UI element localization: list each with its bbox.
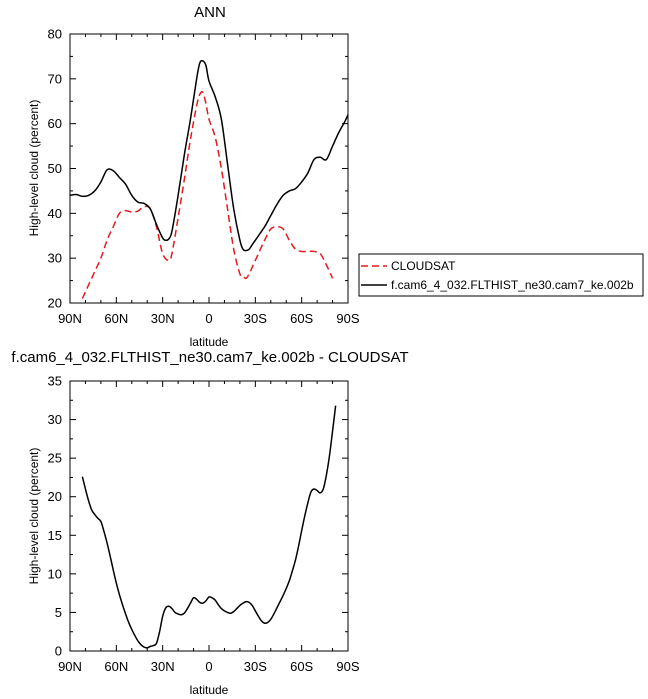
bottom-x-tick-label: 0 [205, 659, 212, 674]
bottom-x-tick-label: 60S [290, 659, 313, 674]
top-x-tick-label: 90N [58, 311, 82, 326]
bottom-x-tick-label: 30S [244, 659, 267, 674]
bottom-y-tick-label: 5 [55, 605, 62, 620]
top-x-tick-label: 60N [104, 311, 128, 326]
top-x-tick-label: 30N [151, 311, 175, 326]
top-panel: ANN 90N 60N 30N 0 30S 60S 90S 20 30 40 50 60 70 80 la… [27, 4, 644, 349]
bottom-y-tick-label: 35 [48, 374, 62, 389]
top-x-tick-label: 0 [205, 311, 212, 326]
legend-label-model: f.cam6_4_032.FLTHIST_ne30.cam7_ke.002b [391, 278, 634, 292]
top-series-line-0 [81, 90, 334, 299]
top-x-tick-label: 30S [244, 311, 267, 326]
bottom-x-axis-label: latitude [190, 683, 229, 697]
top-y-axis-label: High-level cloud (percent) [27, 100, 41, 237]
bottom-y-tick-label: 15 [48, 528, 62, 543]
bottom-x-tick-label: 30N [151, 659, 175, 674]
top-y-tick-label: 60 [48, 116, 62, 131]
legend: CLOUDSAT f.cam6_4_032.FLTHIST_ne30.cam7_… [358, 253, 644, 297]
bottom-y-tick-label: 25 [48, 451, 62, 466]
bottom-y-axis-label: High-level cloud (percent) [27, 448, 41, 585]
top-x-tick-label: 90S [336, 311, 359, 326]
bottom-y-tick-label: 0 [55, 644, 62, 659]
bottom-y-tick-label: 20 [48, 489, 62, 504]
bottom-series-line-0 [81, 405, 337, 649]
top-y-tick-label: 50 [48, 161, 62, 176]
bottom-y-tick-label: 10 [48, 566, 62, 581]
top-series-line-1 [69, 59, 349, 252]
top-y-tick-label: 20 [48, 296, 62, 311]
bottom-x-tick-label: 90N [58, 659, 82, 674]
bottom-x-tick-label: 90S [336, 659, 359, 674]
top-plot-frame [69, 33, 349, 304]
legend-box [358, 253, 644, 297]
top-y-tick-label: 40 [48, 206, 62, 221]
legend-label-cloudsat: CLOUDSAT [391, 259, 456, 273]
bottom-chart-title: f.cam6_4_032.FLTHIST_ne30.cam7_ke.002b -… [11, 349, 408, 366]
bottom-plot-frame [69, 380, 349, 652]
top-x-axis-label: latitude [190, 335, 229, 349]
top-y-tick-label: 30 [48, 251, 62, 266]
top-y-tick-label: 80 [48, 27, 62, 42]
top-x-tick-label: 60S [290, 311, 313, 326]
bottom-x-tick-label: 60N [104, 659, 128, 674]
top-chart-title: ANN [194, 4, 226, 21]
bottom-y-tick-label: 30 [48, 412, 62, 427]
top-y-tick-label: 70 [48, 71, 62, 86]
bottom-panel: f.cam6_4_032.FLTHIST_ne30.cam7_ke.002b -… [11, 349, 408, 697]
